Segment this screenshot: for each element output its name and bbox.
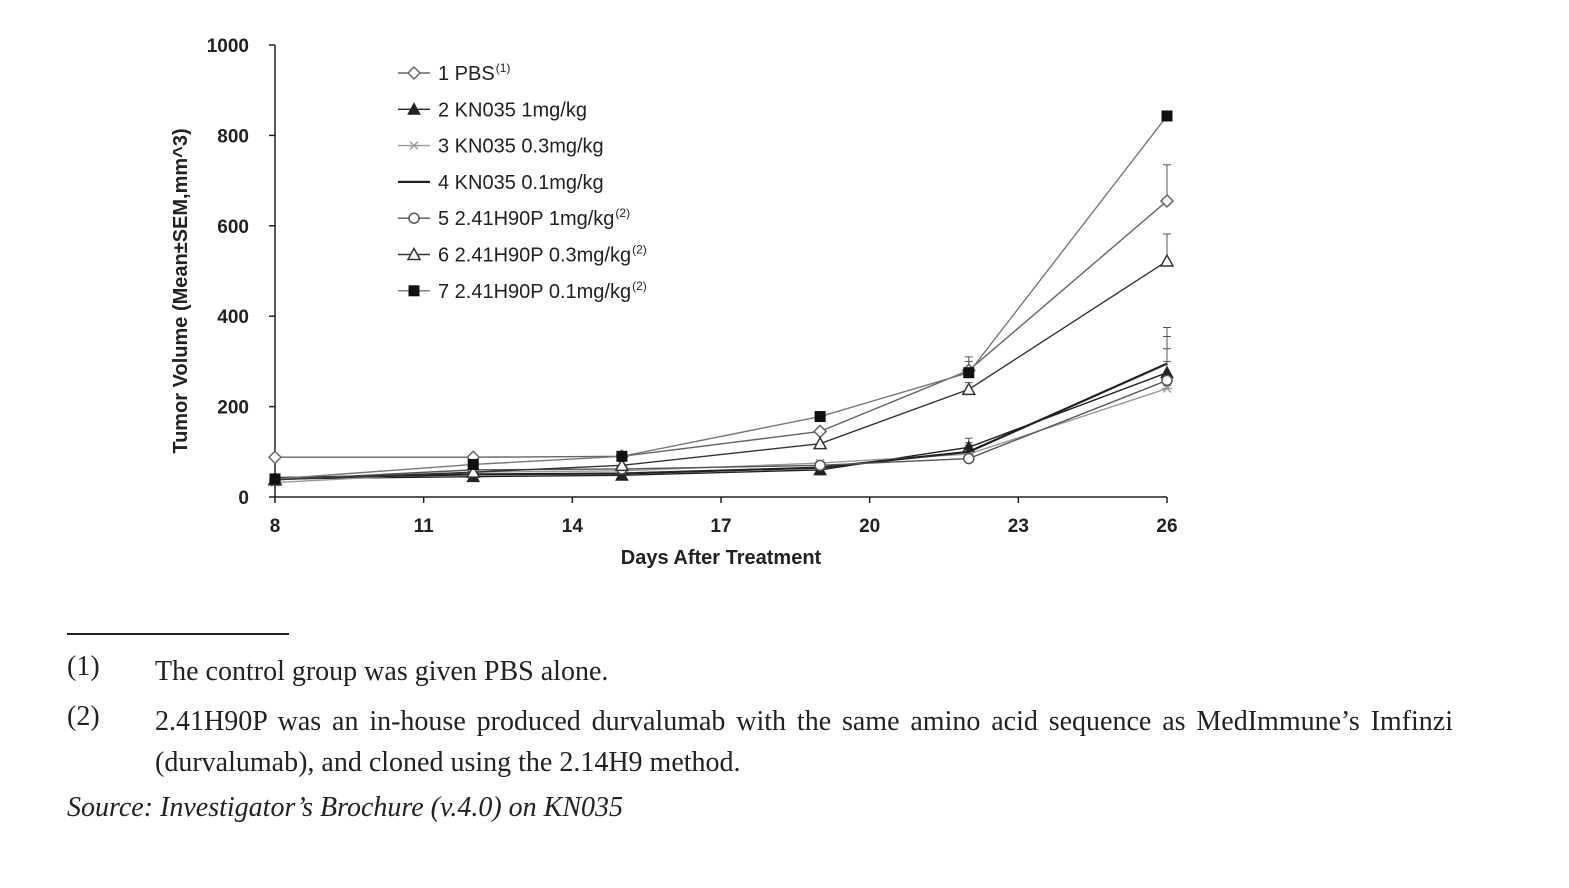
legend-marker [408,285,420,297]
data-point [814,411,826,423]
error-bars [964,164,1171,459]
tumor-volume-chart: 0 200 400 600 800 1000 8 11 14 17 20 23 26 Days After… [170,36,1178,569]
legend-item-6: 6 2.41H90P 0.3mg/kg (2) [398,243,647,267]
y-tick-label: 1000 [207,36,249,57]
legend-item-5: 5 2.41H90P 1mg/kg (2) [398,206,630,230]
data-point [465,464,481,478]
legend-item-3: 3 KN035 0.3mg/kg [398,136,604,158]
x-tick-label: 26 [1156,516,1177,537]
y-tick-label: 600 [217,217,249,238]
x-tick-label: 11 [414,516,435,537]
series-line [274,387,1168,484]
legend-label: 5 2.41H90P 1mg/kg [438,208,614,230]
legend-marker [406,246,422,261]
series-lines [267,110,1175,487]
series-line [274,372,1168,480]
data-point [616,450,628,462]
legend-label: 6 2.41H90P 0.3mg/kg [438,245,631,267]
legend-label: 1 PBS [438,63,495,85]
y-tick-label: 200 [217,398,249,419]
series-6 [267,253,1175,486]
legend-item-2: 2 KN035 1mg/kg [398,99,587,121]
data-point [1159,193,1175,209]
data-point [614,457,630,472]
data-point [1161,110,1173,122]
data-point [269,473,281,485]
footnote-number: (2) [67,701,100,732]
series-line [275,200,1168,458]
series-1 [267,193,1175,465]
data-point [615,468,629,481]
footnote-text: 2.41H90P was an in-house produced durval… [155,706,1453,778]
footnote-divider [67,633,289,635]
source-citation: Source: Investigator’s Brochure (v.4.0) … [67,792,624,823]
legend-item-7: 7 2.41H90P 0.1mg/kg (2) [398,279,647,303]
y-axis-title: Tumor Volume (Mean±SEM,mm^3) [170,128,192,453]
x-tick-label: 14 [562,516,584,537]
data-point [813,424,828,439]
data-point [812,436,828,450]
legend-footnote-ref: (2) [632,243,647,257]
series-line [274,379,1168,481]
legend: 1 PBS (1) 2 KN035 1mg/kg 3 KN035 0.3mg/kg 4 … [398,61,647,303]
data-point [1162,384,1172,393]
x-tick-label: 20 [859,516,880,537]
legend-marker [406,65,422,81]
series-2 [268,365,1174,485]
footnote-text: The control group was given PBS alone. [155,656,609,687]
data-point [1159,253,1175,267]
data-point [267,450,283,465]
legend-footnote-ref: (1) [496,61,511,75]
data-point [961,381,977,396]
axes: 0 200 400 600 800 1000 8 11 14 17 20 23 26 Days After… [170,36,1178,569]
series-line [274,115,1168,480]
series-5 [269,374,1173,486]
data-point [467,458,479,470]
legend-label: 7 2.41H90P 0.1mg/kg [438,281,631,303]
series-7 [269,110,1173,485]
legend-marker [407,102,421,115]
legend-marker [409,141,419,151]
x-tick-label: 8 [270,516,281,537]
x-axis-title: Days After Treatment [621,547,822,569]
legend-label: 4 KN035 0.1mg/kg [438,172,604,194]
legend-footnote-ref: (2) [632,279,647,293]
legend-item-1: 1 PBS (1) [398,61,510,85]
legend-marker [408,212,420,224]
data-point [814,459,826,472]
legend-label: 2 KN035 1mg/kg [438,99,587,121]
x-tick-label: 17 [710,516,731,537]
series-line [274,260,1168,481]
y-tick-label: 800 [217,126,249,147]
legend-label: 3 KN035 0.3mg/kg [438,136,604,158]
series-line [274,362,1168,480]
footnote-number: (1) [67,651,100,682]
x-tick-label: 23 [1008,516,1029,537]
data-point [1161,374,1173,387]
y-tick-label: 0 [238,488,249,509]
series-4 [274,362,1168,480]
y-tick-label: 400 [217,307,249,328]
data-point [963,367,975,379]
legend-footnote-ref: (2) [615,206,630,220]
data-point [963,452,975,465]
legend-item-4: 4 KN035 0.1mg/kg [398,172,604,194]
